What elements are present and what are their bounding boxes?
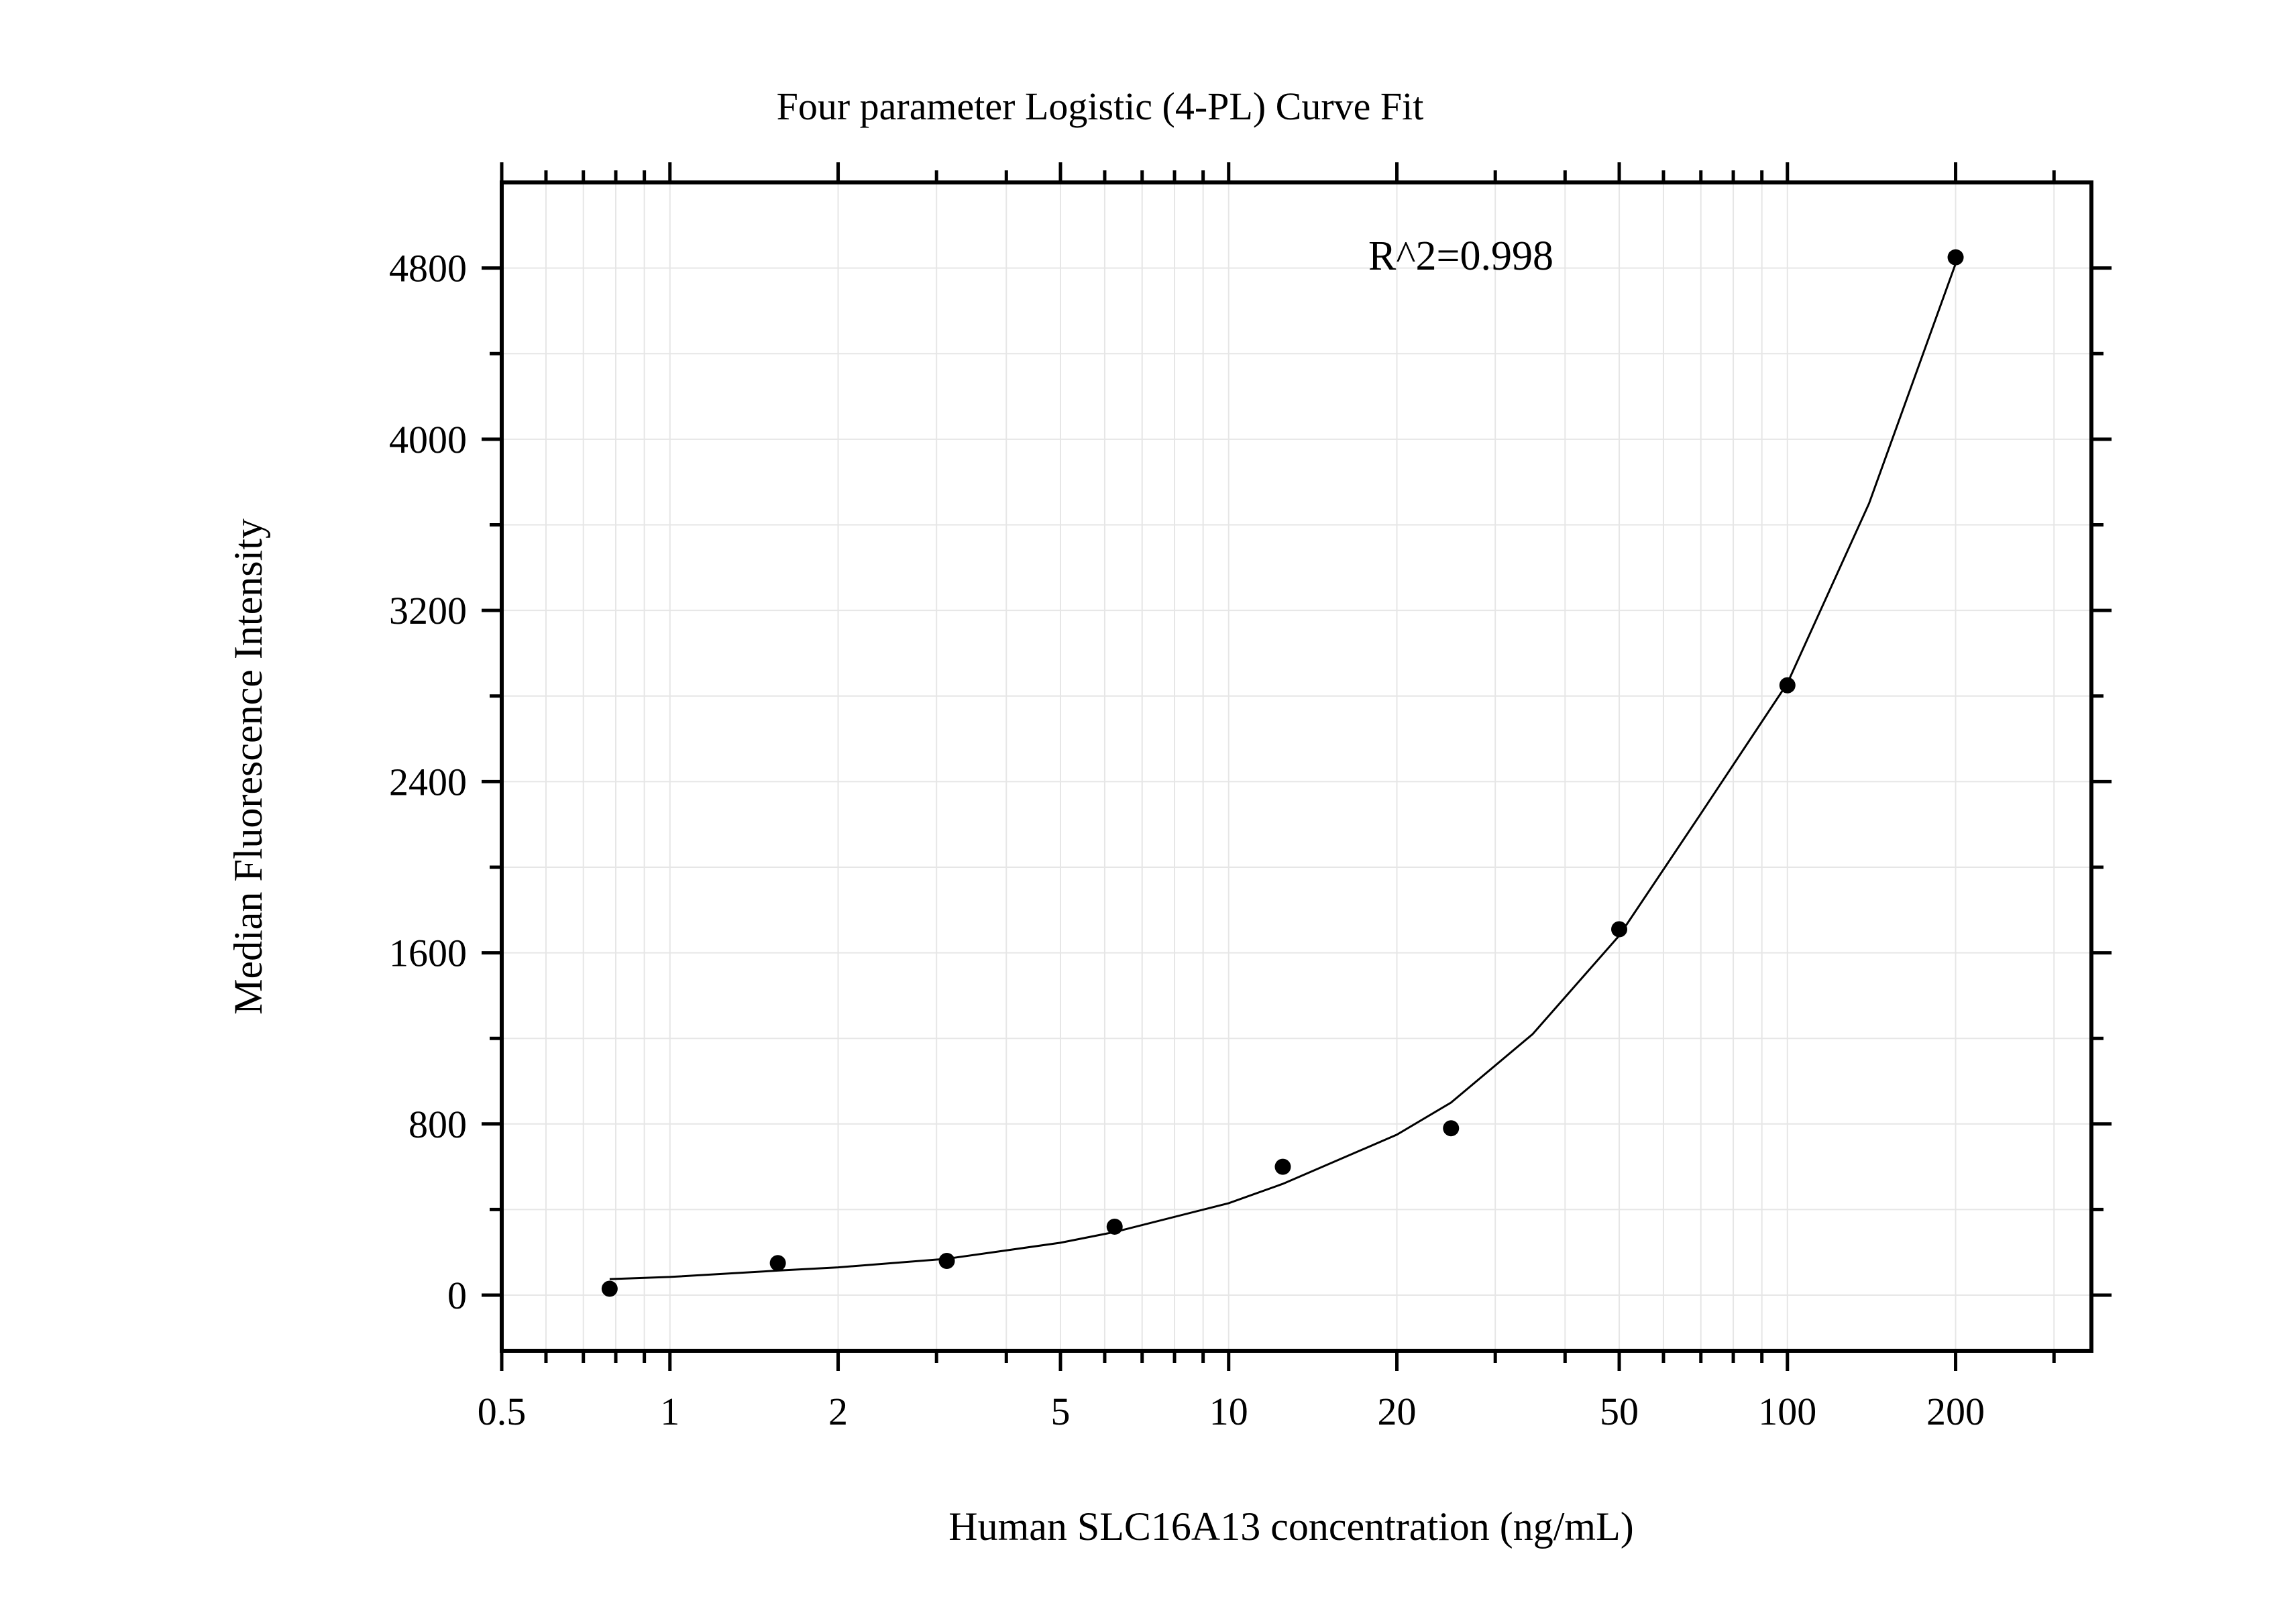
ticks-layer — [482, 162, 2112, 1371]
x-axis-label: Human SLC16A13 concentration (ng/mL) — [948, 1504, 1633, 1549]
data-point — [769, 1255, 786, 1272]
grid-layer — [501, 182, 2091, 1351]
y-tick-label: 0 — [447, 1274, 467, 1317]
data-point — [1947, 249, 1964, 266]
x-tick-label: 1 — [660, 1390, 679, 1433]
data-point — [1106, 1218, 1123, 1235]
data-point — [1779, 677, 1796, 694]
data-point — [1611, 921, 1628, 938]
x-tick-label: 0.5 — [478, 1390, 527, 1433]
r-squared-annotation: R^2=0.998 — [1368, 233, 1553, 279]
x-tick-label: 10 — [1209, 1390, 1248, 1433]
data-point — [601, 1280, 618, 1297]
data-point — [1274, 1158, 1291, 1175]
plot-frame — [500, 180, 2093, 1353]
y-axis-label: Median Fluorescence Intensity — [226, 518, 270, 1015]
fit-curve — [609, 263, 1957, 1280]
x-tick-label: 200 — [1926, 1390, 1985, 1433]
y-tick-label: 4000 — [389, 418, 467, 461]
x-tick-label: 2 — [828, 1390, 848, 1433]
y-tick-label: 1600 — [389, 932, 467, 975]
x-tick-label: 100 — [1758, 1390, 1816, 1433]
chart-title: Four parameter Logistic (4-PL) Curve Fit — [777, 85, 1424, 128]
y-tick-label: 2400 — [389, 760, 467, 804]
data-point — [1443, 1120, 1460, 1137]
y-tick-label: 3200 — [389, 589, 467, 632]
x-tick-label: 20 — [1378, 1390, 1417, 1433]
x-tick-label: 5 — [1051, 1390, 1071, 1433]
labels-layer: 0.5 1 2 5 10 20 50 100 200 0 800 1600 2400 3200 4000 48… — [389, 247, 1985, 1433]
series-layer — [601, 249, 1964, 1297]
y-tick-label: 4800 — [389, 247, 467, 290]
x-tick-label: 50 — [1600, 1390, 1639, 1433]
y-tick-label: 800 — [408, 1103, 467, 1146]
data-point — [938, 1253, 955, 1269]
